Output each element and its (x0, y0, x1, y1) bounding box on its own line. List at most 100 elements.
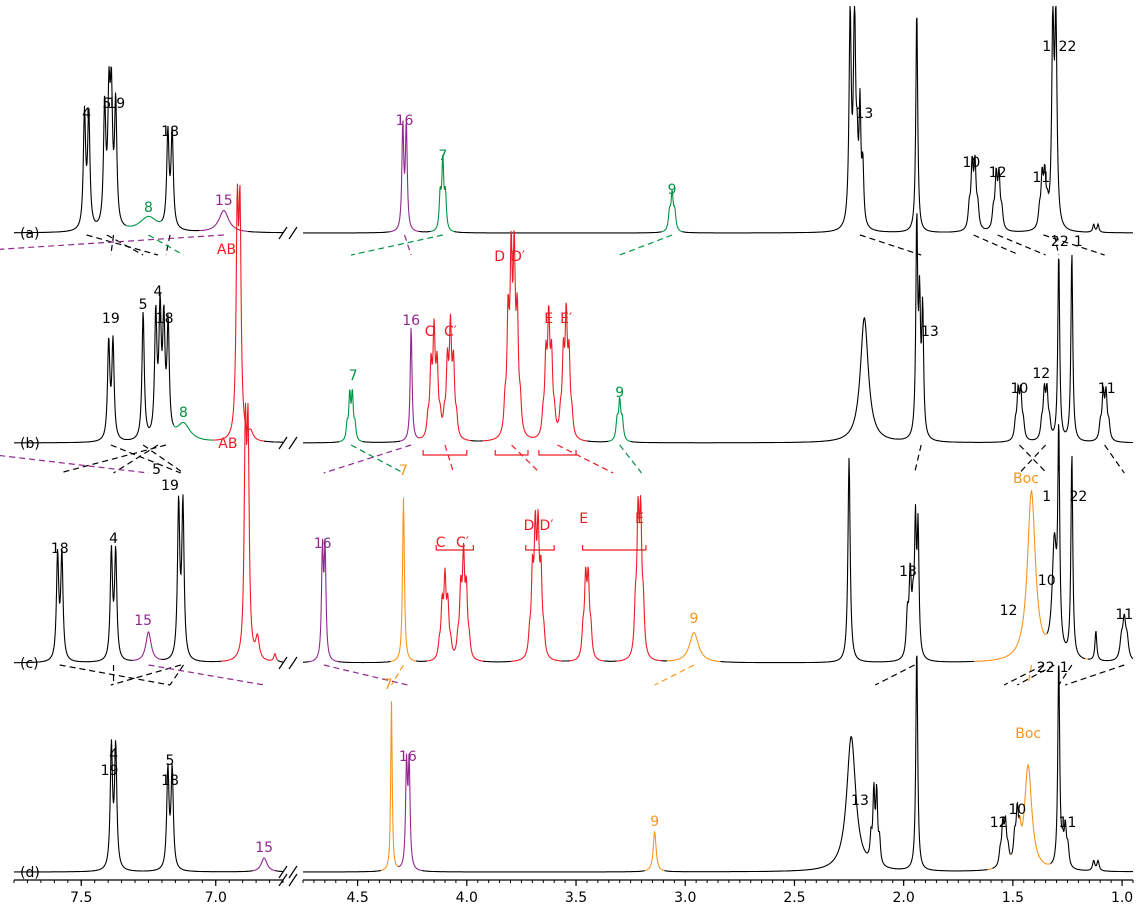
peak-label: 1 (1060, 660, 1069, 676)
x-tick-label: 3.0 (674, 890, 696, 906)
correlation-line (511, 444, 541, 474)
trace-3-segment (132, 631, 162, 661)
correlation-line (973, 234, 1020, 256)
trace-4-segment (1019, 763, 1051, 865)
peak-label: 15 (255, 840, 273, 856)
peak-label: 22 (1069, 489, 1087, 505)
axis-break-mark (288, 226, 298, 240)
axis-break-mark (288, 436, 298, 450)
correlation-line (619, 234, 673, 256)
trace-2-segment (608, 396, 631, 442)
trace-label: (d) (20, 865, 40, 881)
trace-4-segment (275, 870, 283, 873)
x-tick-label: 2.0 (893, 890, 915, 906)
peak-label: E (544, 311, 553, 327)
trace-3-segment (569, 566, 604, 662)
correlation-line (0, 454, 149, 474)
trace-1-segment (389, 120, 419, 233)
correlation-line (557, 444, 614, 474)
peak-label: 16 (399, 749, 417, 765)
correlation-line (142, 444, 184, 474)
trace-1-segment (14, 65, 127, 234)
peak-label: 9 (650, 814, 659, 830)
trace-1-segment (125, 215, 162, 227)
trace-3-segment (974, 489, 1048, 662)
trace-4-segment (1010, 853, 1012, 856)
peak-label: 5 (166, 753, 175, 769)
correlation-line (113, 444, 159, 474)
peak-label: 11 (1115, 607, 1133, 623)
peak-label: C (425, 324, 435, 340)
peak-label: C′ (444, 324, 457, 340)
multiplet-bracket (538, 450, 577, 456)
peak-label: 7 (399, 463, 408, 479)
x-tick-label: 1.0 (1111, 890, 1133, 906)
trace-2-segment (213, 183, 265, 442)
trace-2-segment (630, 213, 1133, 444)
peak-label: 10 (1008, 802, 1026, 818)
peak-label: 7 (384, 677, 393, 693)
peak-label: 19 (161, 478, 179, 494)
peak-label: 16 (396, 113, 414, 129)
correlation-line (619, 444, 643, 474)
trace-3-segment (308, 538, 339, 663)
axis-break-mark (288, 865, 298, 879)
peak-label: 11 (1032, 170, 1050, 186)
x-tick-label: 7.5 (70, 890, 92, 906)
axis-break-mark (288, 873, 298, 887)
trace-2-segment (338, 389, 363, 443)
trace-2-segment (303, 441, 340, 444)
correlation-line (874, 664, 915, 686)
peak-label: E (635, 511, 644, 527)
peak-label: 19 (102, 311, 120, 327)
trace-1-segment (430, 154, 455, 233)
correlation-line (148, 664, 265, 686)
peak-label: 13 (851, 793, 869, 809)
peak-label: 18 (156, 311, 174, 327)
axis-break-mark (278, 436, 288, 450)
correlation-line (1016, 664, 1055, 686)
correlation-line (1003, 664, 1044, 686)
trace-3-segment (616, 495, 662, 662)
correlation-line (1018, 444, 1047, 474)
peak-label: D′ (511, 249, 525, 265)
correlation-line (1018, 444, 1048, 474)
trace-4-segment (664, 655, 988, 873)
trace-3-segment (1088, 613, 1134, 662)
correlation-line (1043, 234, 1105, 256)
peak-label: 8 (179, 405, 188, 421)
axis-break-mark (288, 656, 298, 670)
trace-3-segment (482, 660, 511, 663)
peak-label: 19 (101, 763, 119, 779)
peak-label: 4 (109, 747, 118, 763)
x-tick-label: 4.5 (346, 890, 368, 906)
trace-3-segment (338, 660, 391, 664)
multiplet-bracket (494, 450, 529, 456)
peak-label: 22 (1059, 39, 1077, 55)
trace-label: (a) (20, 226, 40, 242)
trace-1-segment (682, 5, 1133, 234)
peak-label: 18 (51, 541, 69, 557)
correlation-line (859, 234, 922, 256)
spectrum-traces: (a) (b) (c) (d) (14, 5, 1134, 881)
correlation-line (350, 234, 443, 256)
x-tick-label: 7.0 (205, 890, 227, 906)
multiplet-bracket (581, 545, 647, 551)
x-axis: 7.5 7.0 4.5 4.0 3.5 3.0 2.5 2.0 1.5 1.0 (13, 873, 1134, 906)
correlation-line (106, 234, 144, 256)
peak-label: 11 (1098, 381, 1116, 397)
x-tick-label: 1.5 (1002, 890, 1024, 906)
peak-label: 22 (1051, 234, 1069, 250)
peak-label: D′ (540, 518, 554, 534)
peak-annotations: 451981815167913101211122AB195418815716CC… (51, 39, 1133, 856)
peak-label: D (494, 249, 505, 265)
correlation-line (323, 444, 412, 474)
peak-label: 15 (215, 193, 233, 209)
trace-4-segment (252, 857, 276, 872)
peak-label: 12 (989, 165, 1007, 181)
peak-label: 8 (144, 200, 153, 216)
trace-3-segment (427, 542, 483, 662)
trace-1-segment (199, 209, 249, 233)
trace-1-segment (302, 231, 390, 234)
